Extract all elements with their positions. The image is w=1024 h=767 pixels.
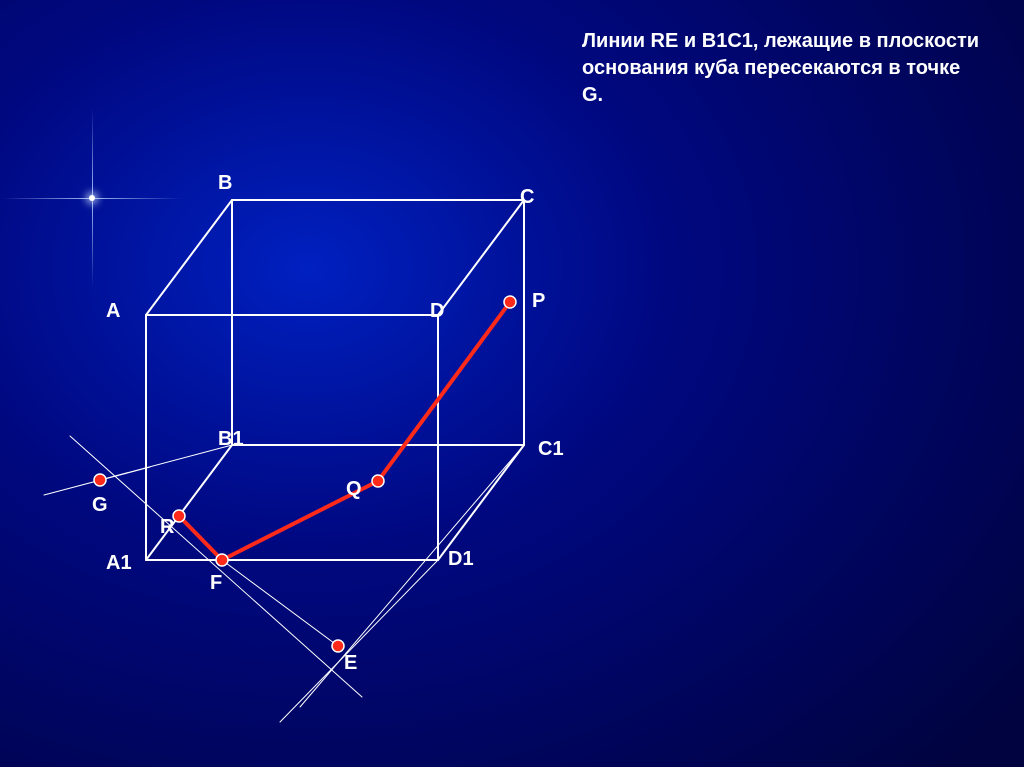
- aux-line-b1-extend: [100, 445, 232, 480]
- label-A1: A1: [106, 552, 132, 575]
- label-B1: B1: [218, 428, 244, 451]
- label-G: G: [92, 494, 108, 517]
- point-E: [332, 640, 344, 652]
- cube-edge-C1-D1: [438, 445, 524, 560]
- point-R: [173, 510, 185, 522]
- label-R: R: [160, 516, 174, 539]
- aux-line-4: [222, 560, 338, 646]
- label-P: P: [532, 290, 545, 313]
- geometry-svg: [0, 0, 1024, 767]
- label-Q: Q: [346, 478, 362, 501]
- section-P-Q: [378, 302, 510, 481]
- label-A: A: [106, 300, 120, 323]
- aux-line-3: [280, 560, 438, 722]
- cube-edge-A-B: [146, 200, 232, 315]
- section-F-R: [179, 516, 222, 560]
- label-D: D: [430, 300, 444, 323]
- label-D1: D1: [448, 548, 474, 571]
- label-C1: C1: [538, 438, 564, 461]
- point-Q: [372, 475, 384, 487]
- point-P: [504, 296, 516, 308]
- point-F: [216, 554, 228, 566]
- label-F: F: [210, 572, 222, 595]
- label-C: C: [520, 186, 534, 209]
- label-E: E: [344, 652, 357, 675]
- point-G: [94, 474, 106, 486]
- label-B: B: [218, 172, 232, 195]
